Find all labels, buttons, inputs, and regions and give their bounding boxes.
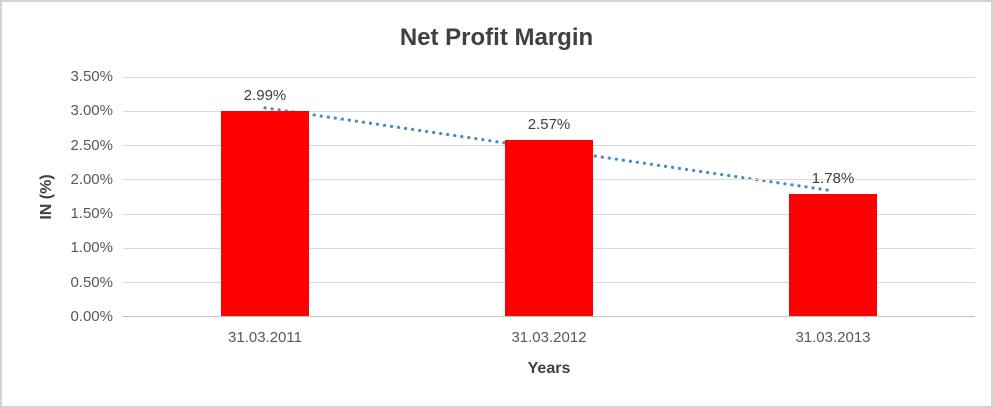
gridline (123, 110, 975, 112)
bar-31.03.2012 (505, 139, 593, 316)
plot-area (123, 76, 975, 317)
y-tick-label: 3.00% (70, 102, 113, 120)
x-category-label-31.03.2011: 31.03.2011 (228, 329, 302, 346)
y-tick-label: 1.50% (70, 205, 113, 223)
gridline (123, 76, 975, 78)
y-tick-label: 3.50% (70, 68, 113, 85)
y-tick-label: 1.00% (70, 239, 113, 257)
x-category-label-31.03.2012: 31.03.2012 (511, 329, 587, 346)
data-label-31.03.2012: 2.57% (527, 115, 571, 133)
x-category-label-31.03.2013: 31.03.2013 (795, 329, 871, 346)
data-label-31.03.2013: 1.78% (811, 169, 855, 187)
y-tick-label: 0.50% (70, 273, 113, 291)
data-label-31.03.2011: 2.99% (243, 86, 287, 104)
x-axis-title: Years (527, 360, 571, 377)
y-tick-label: 0.00% (70, 308, 113, 325)
chart-title: Net Profit Margin (399, 24, 594, 51)
bar-31.03.2011 (221, 110, 309, 316)
bar-31.03.2013 (789, 193, 877, 316)
y-tick-label: 2.00% (70, 170, 113, 188)
y-tick-label: 2.50% (70, 136, 113, 154)
